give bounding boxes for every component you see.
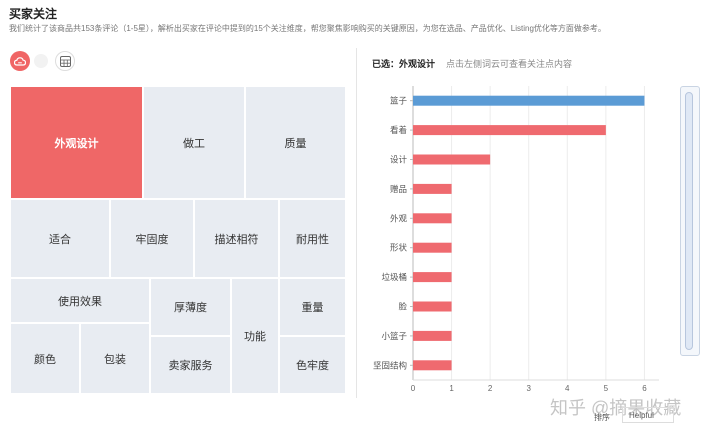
treemap-tile[interactable]: 描述相符 — [194, 199, 279, 278]
category-label: 看着 — [390, 125, 407, 135]
selection-hint: 点击左侧词云可查看关注点内容 — [446, 59, 573, 69]
bar[interactable] — [413, 272, 452, 283]
table-icon — [59, 55, 71, 67]
view-separator — [34, 54, 48, 68]
category-label: 脸 — [398, 302, 407, 312]
treemap-tile[interactable]: 厚薄度 — [150, 278, 231, 336]
bar[interactable] — [413, 95, 645, 106]
x-tick-label: 3 — [526, 384, 531, 393]
bar[interactable] — [413, 213, 452, 224]
treemap-view-button[interactable] — [10, 51, 30, 71]
x-tick-label: 6 — [642, 384, 647, 393]
treemap-tile[interactable]: 质量 — [245, 86, 346, 199]
bar[interactable] — [413, 183, 452, 194]
page-description: 我们统计了该商品共153条评论（1-5星），解析出买家在评论中提到的15个关注维… — [9, 24, 606, 33]
category-label: 垃圾桶 — [381, 272, 407, 282]
treemap-tile[interactable]: 使用效果 — [10, 278, 150, 323]
x-tick-label: 1 — [449, 384, 454, 393]
treemap-tile[interactable]: 卖家服务 — [150, 336, 231, 394]
category-label: 篮子 — [390, 96, 408, 106]
treemap-tile[interactable]: 色牢度 — [279, 336, 346, 394]
sort-label: 排序 — [594, 413, 610, 422]
x-tick-label: 5 — [604, 384, 609, 393]
category-label: 坚固结构 — [373, 360, 407, 370]
category-label: 小篮子 — [381, 331, 407, 341]
selected-dimension-label: 已选：外观设计 — [372, 59, 436, 69]
category-label: 形状 — [390, 243, 408, 253]
bar[interactable] — [413, 125, 606, 136]
bar[interactable] — [413, 242, 452, 253]
treemap-tile[interactable]: 耐用性 — [279, 199, 346, 278]
x-tick-label: 4 — [565, 384, 570, 393]
cloud-icon — [14, 56, 26, 66]
treemap-tile[interactable]: 牢固度 — [110, 199, 194, 278]
panel-divider — [356, 48, 357, 398]
treemap-tile[interactable]: 颜色 — [10, 323, 80, 394]
x-tick-label: 0 — [411, 384, 416, 393]
treemap-tile[interactable]: 外观设计 — [10, 86, 143, 199]
chart-scroll-handle[interactable] — [685, 92, 693, 350]
bar[interactable] — [413, 301, 452, 312]
sort-select[interactable]: Helpful — [622, 407, 674, 423]
treemap-tile[interactable]: 包装 — [80, 323, 150, 394]
table-view-button[interactable] — [55, 51, 75, 71]
watermark: 知乎 @摘果收藏 — [550, 398, 682, 418]
x-tick-label: 2 — [488, 384, 493, 393]
treemap-tile[interactable]: 做工 — [143, 86, 245, 199]
treemap-tile[interactable]: 功能 — [231, 278, 279, 394]
bar[interactable] — [413, 330, 452, 341]
word-treemap: 外观设计 做工 质量 适合 牢固度 描述相符 耐用性 使用效果 厚薄度 功能 重… — [10, 86, 346, 394]
category-label: 外观 — [390, 213, 408, 223]
treemap-tile[interactable]: 重量 — [279, 278, 346, 336]
treemap-tile[interactable]: 适合 — [10, 199, 110, 278]
page-title: 买家关注 — [9, 7, 58, 21]
category-label: 设计 — [390, 155, 408, 165]
bar[interactable] — [413, 360, 452, 371]
bar[interactable] — [413, 154, 491, 165]
category-label: 赠品 — [390, 184, 407, 194]
